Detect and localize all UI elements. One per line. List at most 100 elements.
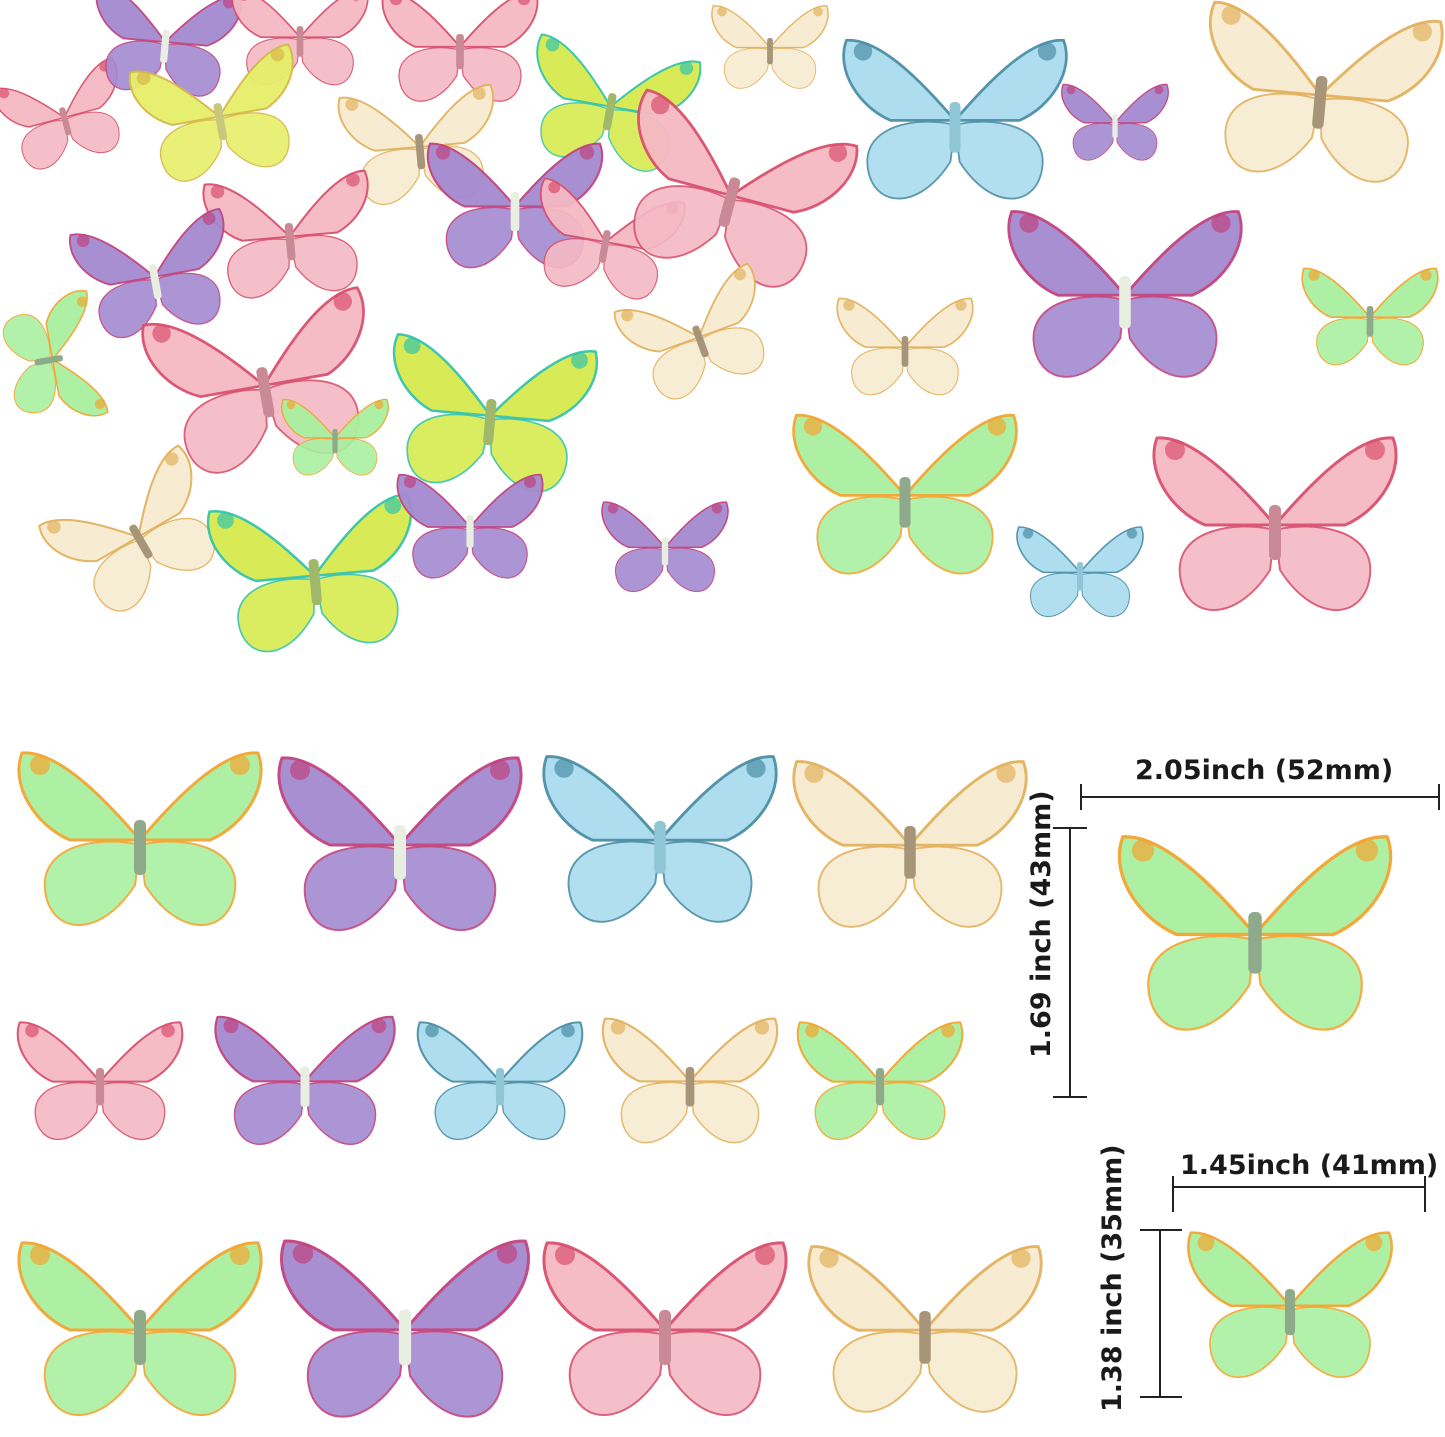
lower-wing [219,112,290,168]
wing-tip-spot [813,6,823,17]
lower-wing [1114,123,1158,161]
wing-tip-spot [755,1245,775,1265]
lower-wing [1369,317,1424,366]
upper-wing [416,1021,503,1083]
lower-wing [304,1081,377,1145]
wing-tip-spot [754,1020,770,1035]
lower-wing [303,845,402,931]
wing-tip-spot [76,296,88,307]
upper-wing [287,169,369,238]
lower-wing [663,1330,762,1416]
butterfly-purple [1007,210,1243,378]
butterfly-body [654,821,666,874]
butterfly-body [602,93,617,131]
butterfly-body [483,398,497,446]
butterfly-body [692,325,709,358]
lower-wing [633,185,732,259]
upper-wing [401,1239,530,1332]
butterfly-pink [202,169,369,299]
wing-tip-spot [222,0,235,9]
upper-wing [337,96,422,152]
butterfly-body [134,820,146,875]
wing-tip-spot [210,184,225,199]
wing-tip-spot [524,476,536,488]
wing-tip-spot [346,173,360,187]
butterfly-body [256,367,275,418]
butterfly-cream [792,760,1028,928]
upper-wing [396,473,472,528]
butterfly-body [875,1068,885,1106]
wing-tip-spot [384,497,402,515]
butterfly-green [281,398,389,476]
lower-wing [652,339,707,400]
upper-wing [687,1017,779,1083]
wing-tip-spot [202,212,216,225]
upper-wing [302,1015,396,1083]
lower-wing [1030,572,1081,618]
upper-wing [807,1245,929,1332]
upper-wing [768,5,829,49]
butterfly-green [1117,835,1393,1031]
upper-wing [214,1015,308,1083]
lower-wing [237,577,316,653]
lower-wing [1032,295,1127,378]
lower-wing [615,547,666,593]
wing-tip-spot [290,760,310,780]
wing-tip-spot [828,143,848,162]
butterfly-green [792,413,1018,575]
upper-wing [1121,210,1243,297]
lower-wing [154,272,221,325]
butterfly-body [1312,75,1328,129]
wing-tip-spot [650,95,670,115]
butterfly-purple [1061,83,1169,161]
butterfly-cream [836,297,974,396]
wing-tip-spot [230,1245,250,1265]
butterfly-green [17,1241,263,1416]
wing-tip-spot [955,299,967,311]
butterfly-cream [601,1017,779,1144]
wing-tip-spot [545,37,560,52]
butterfly-body [332,429,338,454]
lower-wing [43,1330,142,1416]
wing-tip-spot [1165,440,1185,460]
upper-wing [601,501,667,549]
upper-wing [128,70,222,126]
butterfly-body [398,1309,412,1366]
wing-tip-spot [270,47,285,62]
dimension-tick [1140,1396,1182,1398]
lower-wing [289,234,358,292]
upper-wing [792,413,909,497]
upper-wing [1152,436,1279,527]
butterfly-pink [542,1241,788,1416]
lower-wing [1079,572,1130,618]
wing-tip-spot [286,400,296,410]
lower-wing [93,539,152,612]
upper-wing [697,262,756,339]
wing-tip-spot [1308,269,1320,281]
lower-wing [769,47,817,89]
lower-wing [307,1330,407,1418]
lower-wing [832,1330,927,1413]
wing-tip-spot [561,1023,575,1038]
lower-wing [851,347,906,396]
butterfly-body [661,537,669,566]
lower-wing [34,1081,101,1140]
upper-wing [951,38,1068,122]
butterfly-blue [542,755,778,923]
lower-wing [543,238,606,287]
lower-wing [723,47,771,89]
butterfly-body [1248,912,1262,974]
dimension-tick [1172,1176,1174,1212]
wing-tip-spot [571,351,588,369]
wing-tip-spot [843,299,855,311]
upper-wing [381,0,463,48]
upper-wing [152,207,225,279]
butterfly-purple [68,207,225,339]
lower-wing [923,1330,1018,1413]
wing-tip-spot [345,98,359,111]
wing-tip-spot [404,476,416,488]
dimension-tick [1140,1229,1182,1231]
lower-wing [469,527,528,579]
wing-tip-spot [164,452,179,466]
butterfly-green [17,751,263,926]
